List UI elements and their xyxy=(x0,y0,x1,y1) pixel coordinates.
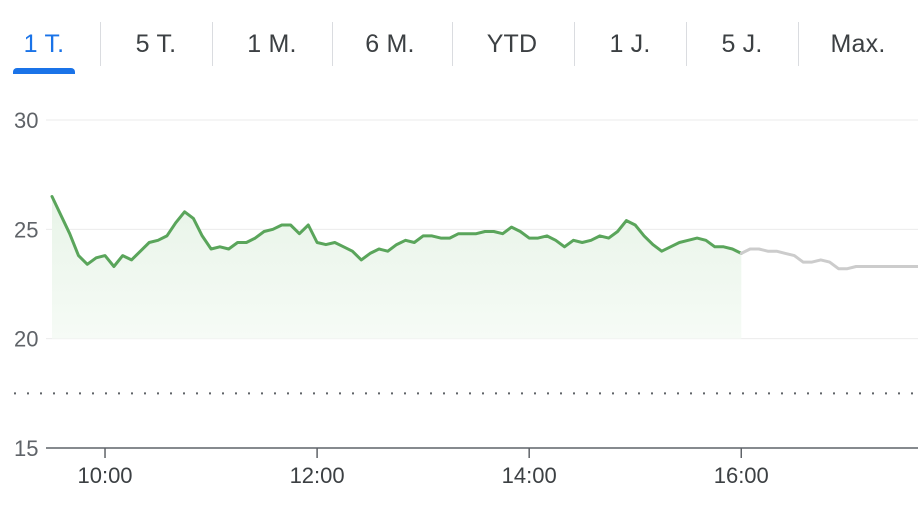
tab-label: Max. xyxy=(830,29,886,58)
tab-label: YTD xyxy=(486,29,538,58)
x-tick-label: 12:00 xyxy=(290,463,345,488)
price-area-fill xyxy=(52,196,742,339)
tab-separator xyxy=(452,22,453,66)
y-tick-label: 25 xyxy=(14,217,38,242)
y-tick-label: 15 xyxy=(14,436,38,461)
tab-0[interactable]: 1 T. xyxy=(13,14,75,74)
tab-label: 1 M. xyxy=(247,29,297,58)
tab-label: 5 T. xyxy=(135,29,177,58)
x-tick-label: 16:00 xyxy=(714,463,769,488)
after-hours-line xyxy=(739,247,918,271)
tab-3[interactable]: 6 M. xyxy=(359,14,421,74)
tab-separator xyxy=(332,22,333,66)
x-tick-label: 10:00 xyxy=(77,463,132,488)
tab-separator xyxy=(686,22,687,66)
tab-4[interactable]: YTD xyxy=(481,14,543,74)
active-tab-indicator xyxy=(13,68,75,74)
x-tick-label: 14:00 xyxy=(502,463,557,488)
y-tick-label: 30 xyxy=(14,108,38,133)
tab-separator xyxy=(798,22,799,66)
y-tick-label: 20 xyxy=(14,327,38,352)
tab-label: 5 J. xyxy=(721,29,763,58)
price-line xyxy=(50,195,743,268)
tab-2[interactable]: 1 M. xyxy=(241,14,303,74)
tab-separator xyxy=(100,22,101,66)
tab-separator xyxy=(212,22,213,66)
tab-separator xyxy=(574,22,575,66)
range-tabs: 1 T. 5 T. 1 M. 6 M. YTD 1 J. 5 J. Max. xyxy=(0,0,918,80)
tab-label: 1 J. xyxy=(609,29,651,58)
tab-7[interactable]: Max. xyxy=(827,14,889,74)
tab-label: 6 M. xyxy=(365,29,415,58)
tab-label: 1 T. xyxy=(23,29,65,58)
tab-6[interactable]: 5 J. xyxy=(711,14,773,74)
tab-1[interactable]: 5 T. xyxy=(125,14,187,74)
tab-5[interactable]: 1 J. xyxy=(599,14,661,74)
